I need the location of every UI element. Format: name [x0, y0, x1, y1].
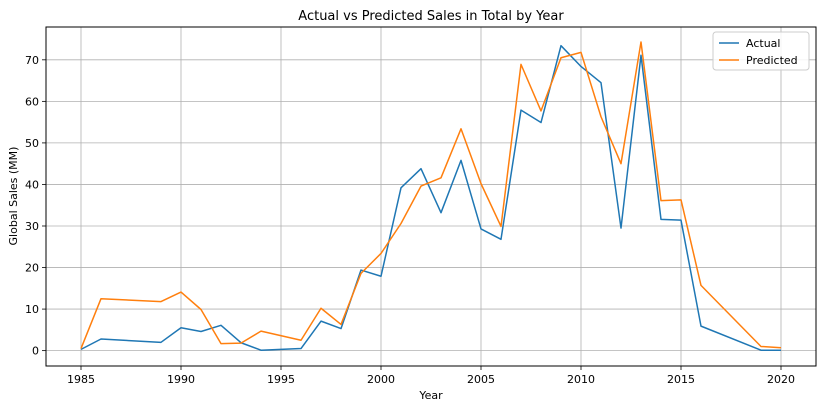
- series-line-predicted: [80, 41, 782, 349]
- y-tick-label: 50: [25, 137, 39, 150]
- grid: [46, 27, 816, 366]
- legend: Actual Predicted: [712, 31, 810, 71]
- y-tick-label: 60: [25, 95, 39, 108]
- series-line-actual: [80, 44, 781, 351]
- chart-title: Actual vs Predicted Sales in Total by Ye…: [298, 9, 564, 24]
- x-tick-label: 1990: [167, 373, 195, 386]
- legend-label: Actual: [746, 37, 780, 50]
- x-tick-label: 1985: [67, 373, 95, 386]
- x-tick-label: 2010: [567, 373, 595, 386]
- y-axis-ticks: 0 10 20 30 40 50 60 70: [25, 54, 46, 358]
- y-tick-label: 20: [25, 262, 39, 275]
- x-tick-label: 2015: [667, 373, 695, 386]
- y-tick-label: 40: [25, 178, 39, 191]
- y-axis-label: Global Sales (MM): [7, 147, 20, 246]
- x-tick-label: 2005: [467, 373, 495, 386]
- y-tick-label: 10: [25, 303, 39, 316]
- y-tick-label: 70: [25, 54, 39, 67]
- y-tick-label: 30: [25, 220, 39, 233]
- x-tick-label: 2000: [367, 373, 395, 386]
- series-lines: [80, 41, 782, 351]
- legend-label: Predicted: [746, 54, 798, 67]
- x-tick-label: 2020: [767, 373, 795, 386]
- y-tick-label: 0: [32, 345, 39, 358]
- x-tick-label: 1995: [267, 373, 295, 386]
- x-axis-ticks: 1985 1990 1995 2000 2005 2010 2015 2020: [67, 366, 795, 386]
- plot-frame: [45, 26, 817, 367]
- x-axis-label: Year: [418, 389, 443, 402]
